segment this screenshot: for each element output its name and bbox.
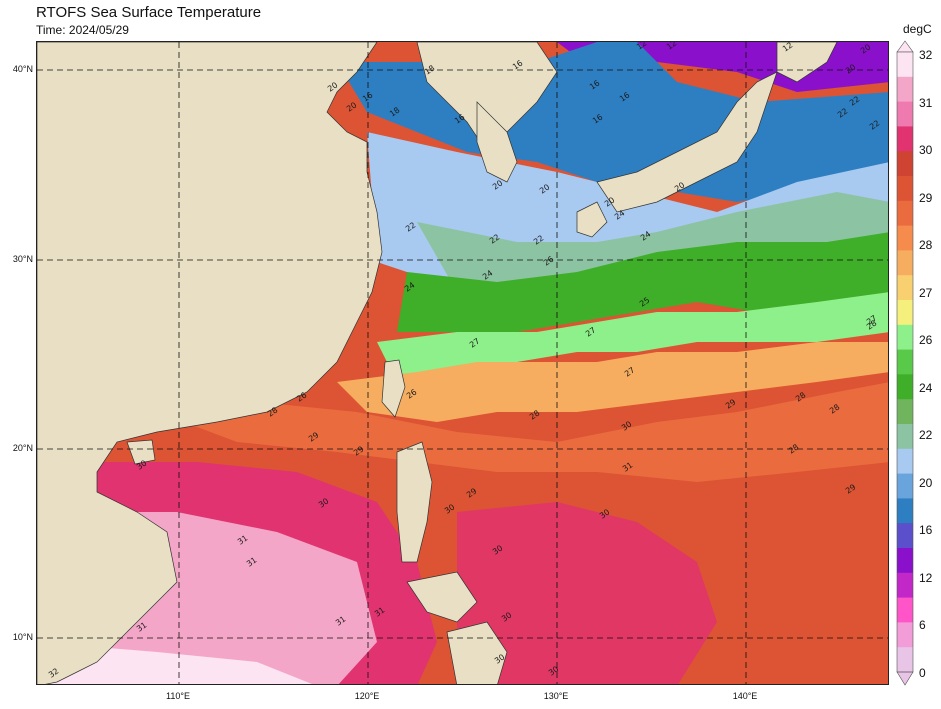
land-taiwan [381,359,406,418]
lat-label: 10°N [12,632,33,642]
colorbar-swatch [897,473,913,499]
ocean-band-26 [377,292,888,382]
colorbar-tick-label: 24 [919,380,933,395]
map-title: RTOFS Sea Surface Temperature [36,4,262,21]
lat-label: 40°N [12,64,33,74]
colorbar-swatch [897,101,913,127]
contour-label: 12 [635,42,649,52]
colorbar-swatch [897,424,913,450]
colorbar-swatch [897,76,913,103]
colorbar-swatch [897,275,913,301]
land-luzon [396,441,433,563]
colorbar-swatch [897,448,913,475]
colorbar-tick-label: 32 [919,48,933,62]
colorbar-outline [896,51,914,673]
contour-label: 12 [781,42,795,54]
land-hainan [126,439,156,465]
lon-label: 130°E [543,691,569,701]
map-subtitle: Time: 2024/05/29 [36,23,129,37]
colorbar-swatch [897,324,913,351]
colorbar-tick-label: 30 [919,143,933,158]
land-mindanao [446,621,508,684]
colorbar-swatch [897,548,913,574]
colorbar-swatch [897,126,913,152]
colorbar-swatch [897,52,913,78]
colorbar-swatch [897,399,913,425]
lon-label: 140°E [732,691,758,701]
land-asia-mainland [37,42,383,684]
colorbar-swatch [897,572,913,599]
land-japan-honshu [596,71,778,213]
colorbar-swatch [897,300,913,326]
colorbar-swatch [897,250,913,276]
colorbar-tick-label: 0 [919,666,926,680]
lon-label: 120°E [354,691,380,701]
colorbar-tick-label: 6 [919,618,926,633]
colorbar-tick-label: 28 [919,238,933,253]
colorbar-tick-label: 27 [919,285,933,300]
colorbar-tick-label: 16 [919,523,933,538]
lat-label: 20°N [12,443,33,453]
colorbar-swatch [897,374,913,400]
colorbar-tick-label: 31 [919,95,933,110]
colorbar-swatch [897,622,913,648]
colorbar-swatch [897,498,913,524]
colorbar-unit: degC [903,22,932,36]
colorbar-tick-label: 29 [919,190,933,205]
land-korea-peninsula [476,101,518,183]
colorbar-swatch [897,597,913,623]
ocean-band-24 [397,232,888,332]
lon-label: 110°E [166,691,190,701]
lat-label: 30°N [12,254,33,264]
colorbar-swatch [897,151,913,177]
colorbar-swatch [897,647,913,673]
colorbar-swatch [897,176,913,202]
contour-label: 12 [665,42,679,52]
colorbar-tick-label: 22 [919,428,933,443]
colorbar-swatch [897,349,913,375]
colorbar [896,40,914,686]
colorbar-swatch [897,225,913,251]
ocean-band-30-east [457,502,717,684]
map-frame: 12 12 12 16 16 16 16 16 16 18 18 20 20 20 20 20 20 20 20 22… [36,41,889,685]
colorbar-swatch [897,200,913,227]
land [37,42,838,684]
land-visayas [406,571,478,623]
colorbar-tick-label: 26 [919,333,933,348]
ocean-band-27 [337,342,888,422]
colorbar-extend-max [896,40,914,53]
colorbar-tick-label: 20 [919,475,933,490]
colorbar-tick-label: 12 [919,570,933,585]
graticule [37,42,888,684]
land-hokkaido [776,42,838,83]
colorbar-swatch [897,523,913,549]
land-japan-kyushu [576,201,608,238]
colorbar-extend-min [896,671,914,686]
ocean-band-28 [157,382,888,482]
